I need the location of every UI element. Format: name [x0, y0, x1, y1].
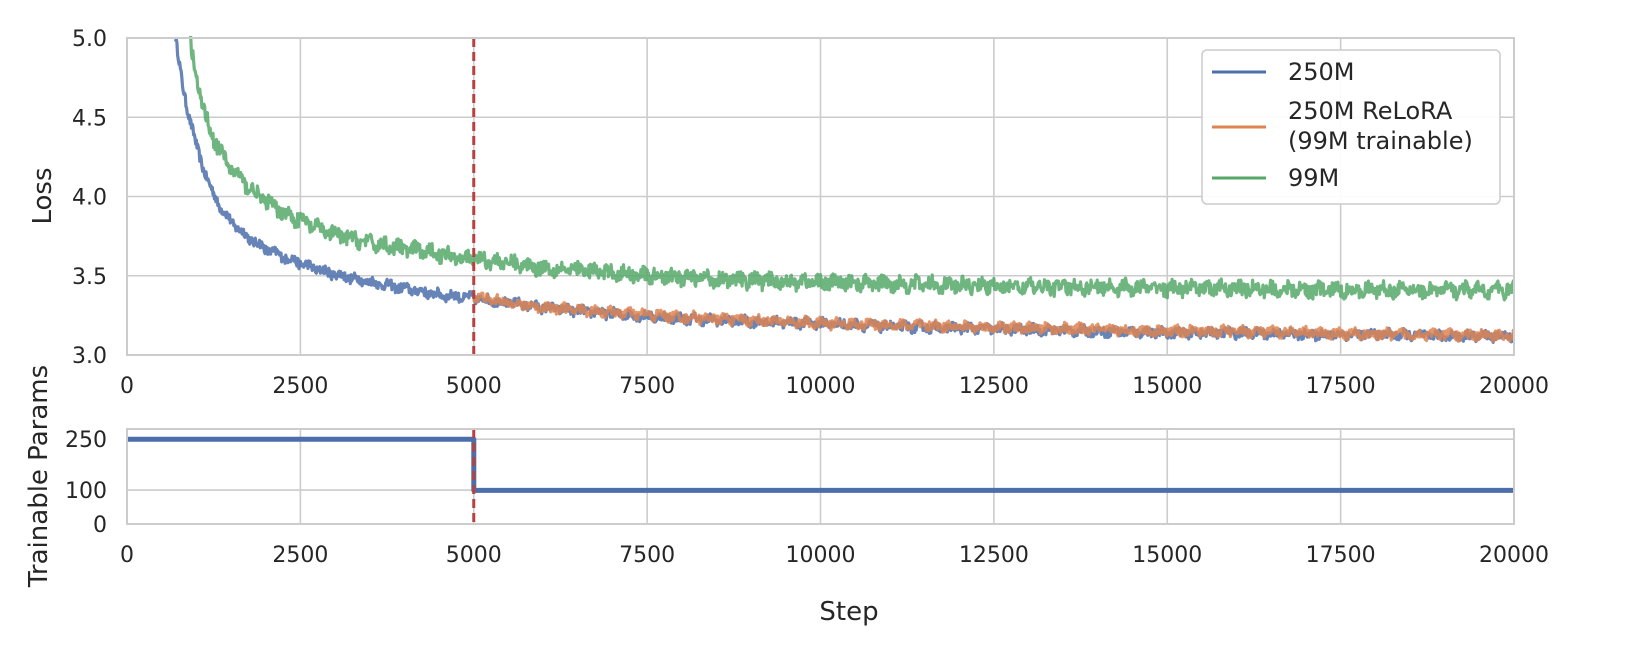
x-tick-label: 0 [120, 374, 134, 399]
y-tick-label: 250 [65, 428, 107, 453]
legend: 250M 250M ReLoRA(99M trainable) 99M [1201, 49, 1501, 205]
x-tick-label: 17500 [1306, 543, 1376, 568]
params-grid [126, 429, 1515, 525]
series-line-2 [188, 36, 1514, 302]
params-xlabel: Step [819, 597, 878, 627]
params-yticks: 0 100 250 [65, 428, 107, 538]
series-line-1 [472, 291, 1514, 343]
params-xticks: 0 2500 5000 7500 10000 12500 15000 17500 20000 [120, 543, 1549, 568]
x-tick-label: 2500 [272, 374, 328, 399]
x-tick-label: 20000 [1479, 374, 1549, 399]
x-tick-label: 10000 [786, 543, 856, 568]
x-tick-label: 17500 [1306, 374, 1376, 399]
loss-panel: 0 2500 5000 7500 10000 12500 15000 17500 20000 3… [28, 27, 1549, 399]
params-panel: 0 2500 5000 7500 10000 12500 15000 17500 20000 0… [24, 365, 1549, 627]
params-ylabel: Trainable Params [24, 365, 54, 588]
x-tick-label: 12500 [959, 374, 1029, 399]
y-tick-label: 4.5 [72, 106, 107, 131]
x-tick-label: 2500 [272, 543, 328, 568]
loss-yticks: 3.0 3.5 4.0 4.5 5.0 [72, 27, 107, 369]
y-tick-label: 3.0 [72, 344, 107, 369]
x-tick-label: 7500 [619, 374, 675, 399]
loss-xticks: 0 2500 5000 7500 10000 12500 15000 17500 20000 [120, 374, 1549, 399]
y-tick-label: 3.5 [72, 265, 107, 290]
legend-label: 99M [1288, 164, 1339, 192]
x-tick-label: 12500 [959, 543, 1029, 568]
x-tick-label: 7500 [619, 543, 675, 568]
x-tick-label: 15000 [1132, 374, 1202, 399]
y-tick-label: 5.0 [72, 27, 107, 52]
y-tick-label: 0 [93, 513, 107, 538]
legend-label: (99M trainable) [1288, 127, 1473, 155]
x-tick-label: 10000 [786, 374, 856, 399]
x-tick-label: 0 [120, 543, 134, 568]
loss-ylabel: Loss [28, 167, 58, 224]
legend-label: 250M ReLoRA [1288, 97, 1453, 125]
x-tick-label: 5000 [446, 374, 502, 399]
x-tick-label: 20000 [1479, 543, 1549, 568]
loss-frame [126, 37, 1515, 356]
x-tick-label: 5000 [446, 543, 502, 568]
y-tick-label: 100 [65, 479, 107, 504]
y-tick-label: 4.0 [72, 186, 107, 211]
params-frame [126, 428, 1515, 525]
x-tick-label: 15000 [1132, 543, 1202, 568]
loss-series-group [173, 36, 1514, 344]
legend-label: 250M [1288, 58, 1355, 86]
legend-box [1201, 49, 1501, 205]
